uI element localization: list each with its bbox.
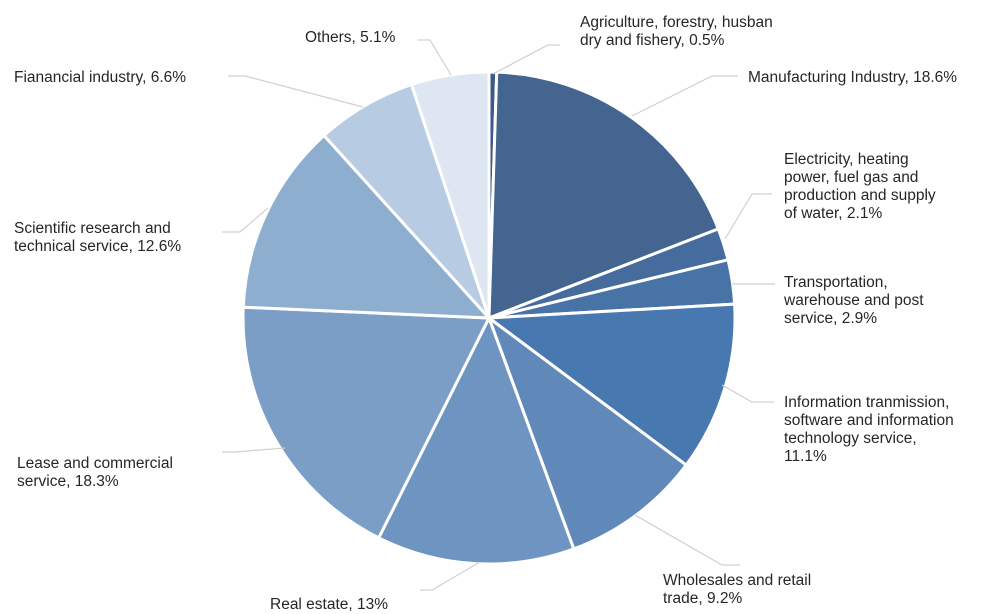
pie-slice-11 (409, 70, 491, 319)
pie-slice-8 (241, 305, 492, 540)
leader-lines (222, 39, 775, 591)
slice-label-9: Scientific research and technical service… (14, 220, 181, 255)
leader-line-11 (418, 39, 452, 76)
slice-label-7: Real estate, 13% (270, 596, 388, 613)
leader-line-5 (721, 384, 774, 403)
pie-slice-7 (376, 314, 576, 566)
pie-slice-2 (487, 70, 721, 321)
leader-line-1 (492, 44, 560, 75)
leader-line-9 (222, 207, 269, 233)
slice-label-1: Agriculture, forestry, husban dry and fis… (580, 14, 773, 49)
slice-label-4: Transportation, warehouse and post service… (783, 274, 924, 327)
leader-line-8 (222, 447, 286, 453)
leader-line-6 (634, 514, 740, 566)
slice-label-11: Others, 5.1% (305, 29, 396, 46)
leader-line-7 (420, 561, 481, 591)
leader-line-2 (631, 75, 738, 117)
slice-label-10: Fianancial industry, 6.6% (14, 69, 186, 86)
slice-label-6: Wholesales and retail trade, 9.2% (663, 572, 811, 607)
pie-slices (241, 70, 737, 566)
slice-label-5: Information tranmission, software and inf… (784, 394, 954, 465)
slice-label-2: Manufacturing Industry, 18.6% (748, 69, 957, 86)
slice-labels: Agriculture, forestry, husban dry and fis… (14, 14, 957, 613)
slice-label-8: Lease and commercial service, 18.3% (17, 455, 173, 490)
slice-label-3: Electricity, heating power, fuel gas and p… (784, 151, 936, 222)
leader-line-10 (228, 75, 364, 108)
leader-line-3 (724, 193, 772, 240)
pie-slice-5 (484, 302, 737, 468)
pie-slice-9 (241, 133, 493, 320)
